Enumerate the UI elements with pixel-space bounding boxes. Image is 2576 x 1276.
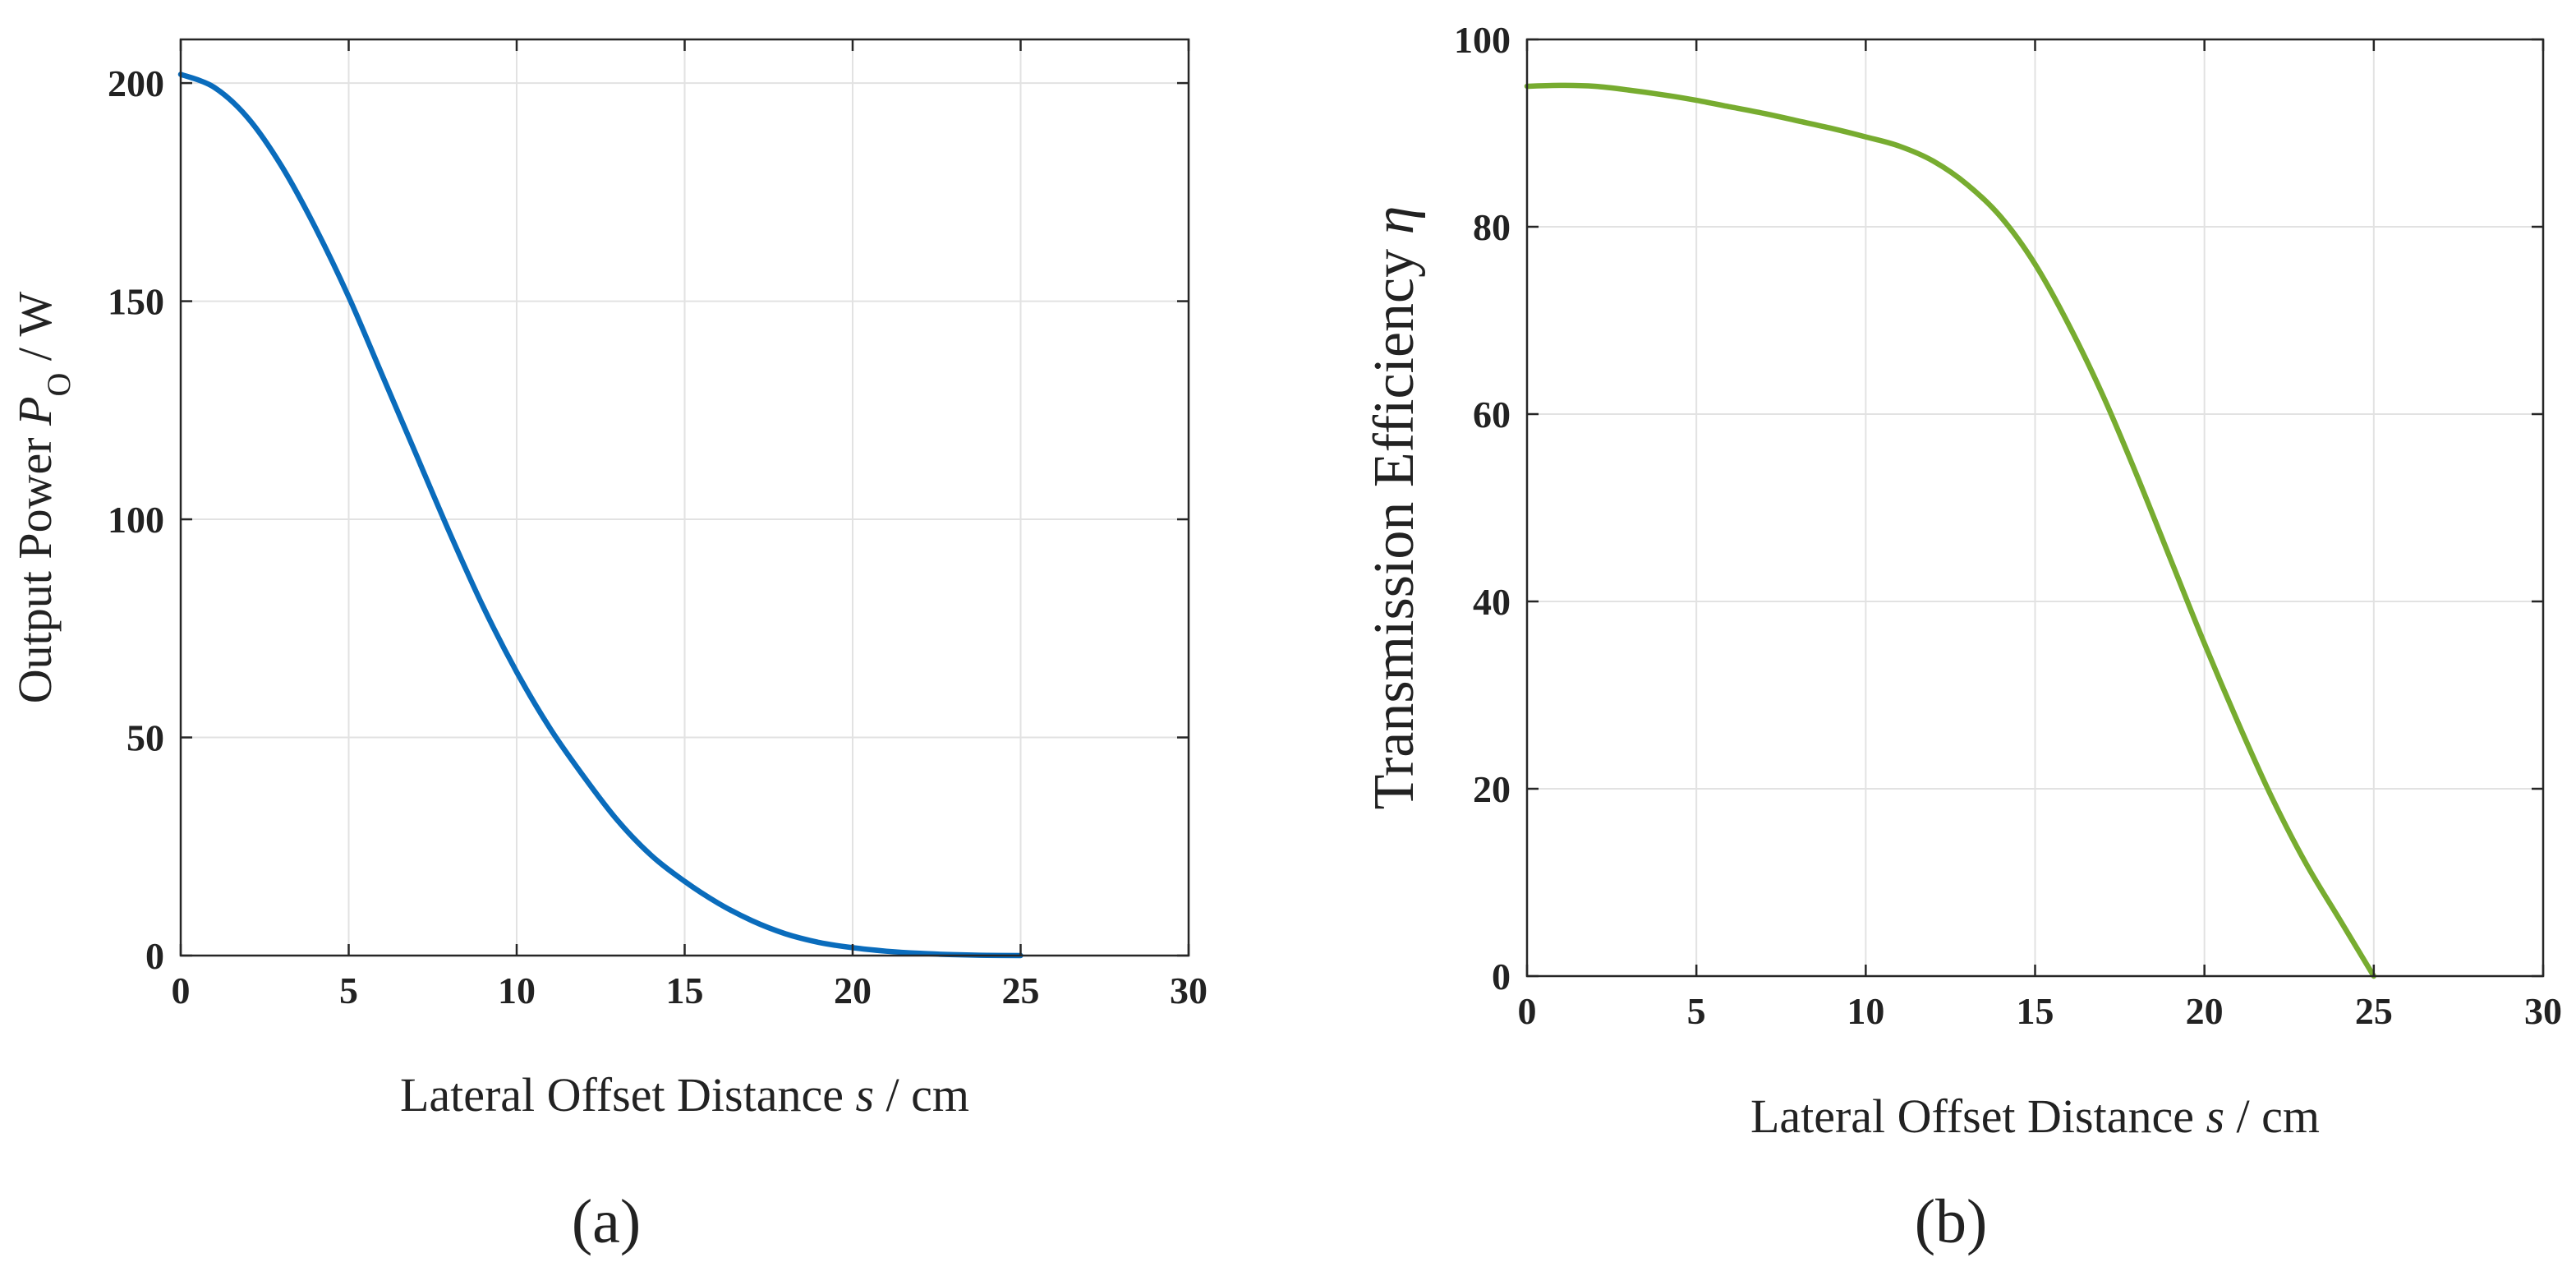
x-tick-label: 20 xyxy=(834,970,872,1011)
x-label-symbol: s xyxy=(855,1068,874,1122)
y-tick-label: 20 xyxy=(1473,768,1511,810)
panel-b-tick-labels: 0 5 10 15 20 25 30 0 20 40 60 80 100 xyxy=(1454,19,2562,1032)
x-tick-label: 0 xyxy=(172,970,191,1011)
x-label-suffix: / cm xyxy=(2224,1089,2320,1143)
y-tick-label: 100 xyxy=(108,499,164,541)
y-tick-label: 0 xyxy=(1492,956,1511,997)
y-label-subscript: O xyxy=(40,373,77,397)
y-label-symbol: P xyxy=(8,396,62,426)
panel-a-x-axis-label: Lateral Offset Distance s / cm xyxy=(400,1068,969,1122)
x-tick-label: 25 xyxy=(2355,990,2393,1032)
y-tick-label: 40 xyxy=(1473,581,1511,623)
y-label-symbol: η xyxy=(1363,206,1426,235)
y-tick-label: 100 xyxy=(1454,19,1511,61)
x-tick-label: 20 xyxy=(2186,990,2224,1032)
x-tick-label: 5 xyxy=(339,970,358,1011)
panel-b-series-line xyxy=(1524,82,2377,979)
y-tick-label: 60 xyxy=(1473,394,1511,435)
panel-b-y-axis-label: Transmission Efficiency η xyxy=(1363,206,1426,810)
y-tick-label: 80 xyxy=(1473,206,1511,248)
y-tick-label: 0 xyxy=(145,935,164,977)
panel-a-label: (a) xyxy=(572,1187,641,1256)
x-tick-label: 10 xyxy=(1847,990,1884,1032)
panel-b-chart: 0 5 10 15 20 25 30 0 20 40 60 80 100 Lateral Offset … xyxy=(1363,19,2562,1256)
x-label-prefix: Lateral Offset Distance xyxy=(1750,1089,2206,1143)
x-tick-label: 0 xyxy=(1518,990,1537,1032)
panel-a-tick-labels: 0 5 10 15 20 25 30 0 50 100 150 200 xyxy=(108,62,1208,1011)
x-tick-label: 25 xyxy=(1002,970,1040,1011)
x-label-suffix: / cm xyxy=(874,1068,969,1122)
x-label-symbol: s xyxy=(2206,1089,2224,1143)
panel-a-chart: 0 5 10 15 20 25 30 0 50 100 150 200 Lateral Offset … xyxy=(8,38,1208,1256)
y-tick-label: 150 xyxy=(108,281,164,323)
y-label-suffix: / W xyxy=(8,292,62,373)
y-tick-label: 50 xyxy=(126,717,164,759)
x-tick-label: 30 xyxy=(2524,990,2562,1032)
panel-b-label: (b) xyxy=(1915,1187,1988,1256)
x-label-prefix: Lateral Offset Distance xyxy=(400,1068,856,1122)
x-tick-label: 15 xyxy=(2017,990,2054,1032)
y-tick-label: 200 xyxy=(108,62,164,104)
x-tick-label: 10 xyxy=(498,970,536,1011)
y-label-prefix: Output Power xyxy=(8,426,62,703)
panel-b-x-axis-label: Lateral Offset Distance s / cm xyxy=(1750,1089,2320,1143)
panel-a-y-axis-label: Output Power PO / W xyxy=(8,292,77,704)
x-tick-label: 30 xyxy=(1170,970,1208,1011)
x-tick-label: 5 xyxy=(1687,990,1706,1032)
y-label-prefix: Transmission Efficiency xyxy=(1363,234,1426,809)
panel-b-ticks xyxy=(1525,38,2545,978)
panel-a-ticks xyxy=(179,39,1190,957)
x-tick-label: 15 xyxy=(666,970,704,1011)
panel-a-series-line xyxy=(177,71,1024,959)
